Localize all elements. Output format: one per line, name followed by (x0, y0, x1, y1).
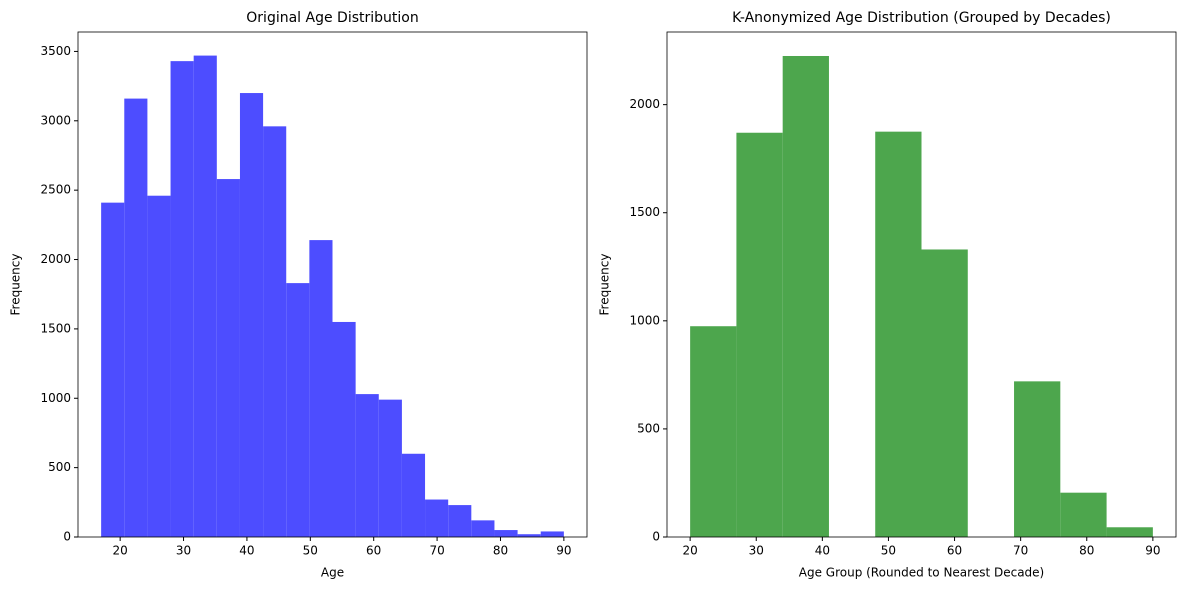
y-tick-label: 1000 (629, 313, 660, 327)
bar (494, 530, 518, 537)
x-tick-label: 20 (682, 544, 697, 558)
x-tick-label: 90 (1145, 544, 1160, 558)
axes-frame (77, 31, 588, 538)
x-tick-label: 40 (815, 544, 830, 558)
bar (875, 131, 922, 537)
x-axis-label: Age (321, 566, 344, 580)
bar (690, 326, 737, 537)
bar (425, 499, 449, 537)
chart-title: K-Anonymized Age Distribution (Grouped b… (732, 10, 1111, 26)
x-tick-label: 40 (239, 544, 254, 558)
x-tick-label: 60 (947, 544, 962, 558)
bar (170, 61, 194, 538)
x-tick-label: 50 (303, 544, 318, 558)
x-tick-label: 90 (556, 544, 571, 558)
x-tick-label: 80 (493, 544, 508, 558)
y-tick-label: 2000 (40, 252, 71, 266)
bar (448, 505, 472, 537)
y-axis-label: Frequency (9, 254, 23, 316)
bar (124, 98, 148, 537)
bar (147, 195, 171, 537)
bar (1014, 381, 1061, 537)
bar (239, 93, 264, 538)
bar (736, 132, 783, 537)
y-tick-label: 1500 (40, 321, 71, 335)
y-tick-label: 3000 (40, 113, 71, 127)
y-tick-label: 2000 (629, 97, 660, 111)
x-tick-label: 30 (749, 544, 764, 558)
bar (401, 453, 426, 537)
y-tick-label: 2500 (40, 183, 71, 197)
y-tick-label: 0 (652, 530, 660, 544)
bar (286, 283, 310, 537)
x-tick-label: 60 (366, 544, 381, 558)
x-tick-label: 50 (881, 544, 896, 558)
bar (471, 520, 495, 537)
chart-title: Original Age Distribution (246, 10, 418, 26)
y-tick-label: 1500 (629, 205, 660, 219)
bar (355, 394, 379, 537)
y-tick-label: 0 (63, 530, 71, 544)
bar (921, 249, 968, 538)
x-tick-label: 20 (113, 544, 128, 558)
bar (540, 531, 564, 537)
x-tick-label: 70 (429, 544, 444, 558)
x-tick-label: 80 (1079, 544, 1094, 558)
bar (263, 126, 287, 537)
bar (193, 55, 217, 537)
y-tick-label: 500 (48, 460, 71, 474)
y-tick-label: 1000 (40, 391, 71, 405)
bar (309, 240, 333, 537)
y-tick-label: 500 (637, 421, 660, 435)
bar (378, 399, 402, 537)
x-tick-label: 70 (1013, 544, 1028, 558)
axes-frame (666, 31, 1177, 538)
bar (1106, 527, 1153, 537)
bar (332, 321, 356, 537)
bar (101, 202, 125, 537)
y-axis-label: Frequency (598, 254, 612, 316)
bar (517, 534, 541, 537)
bar (1060, 492, 1107, 537)
x-axis-label: Age Group (Rounded to Nearest Decade) (799, 566, 1045, 580)
bar (216, 179, 240, 538)
bar (782, 55, 829, 537)
y-tick-label: 3500 (40, 44, 71, 58)
x-tick-label: 30 (176, 544, 191, 558)
